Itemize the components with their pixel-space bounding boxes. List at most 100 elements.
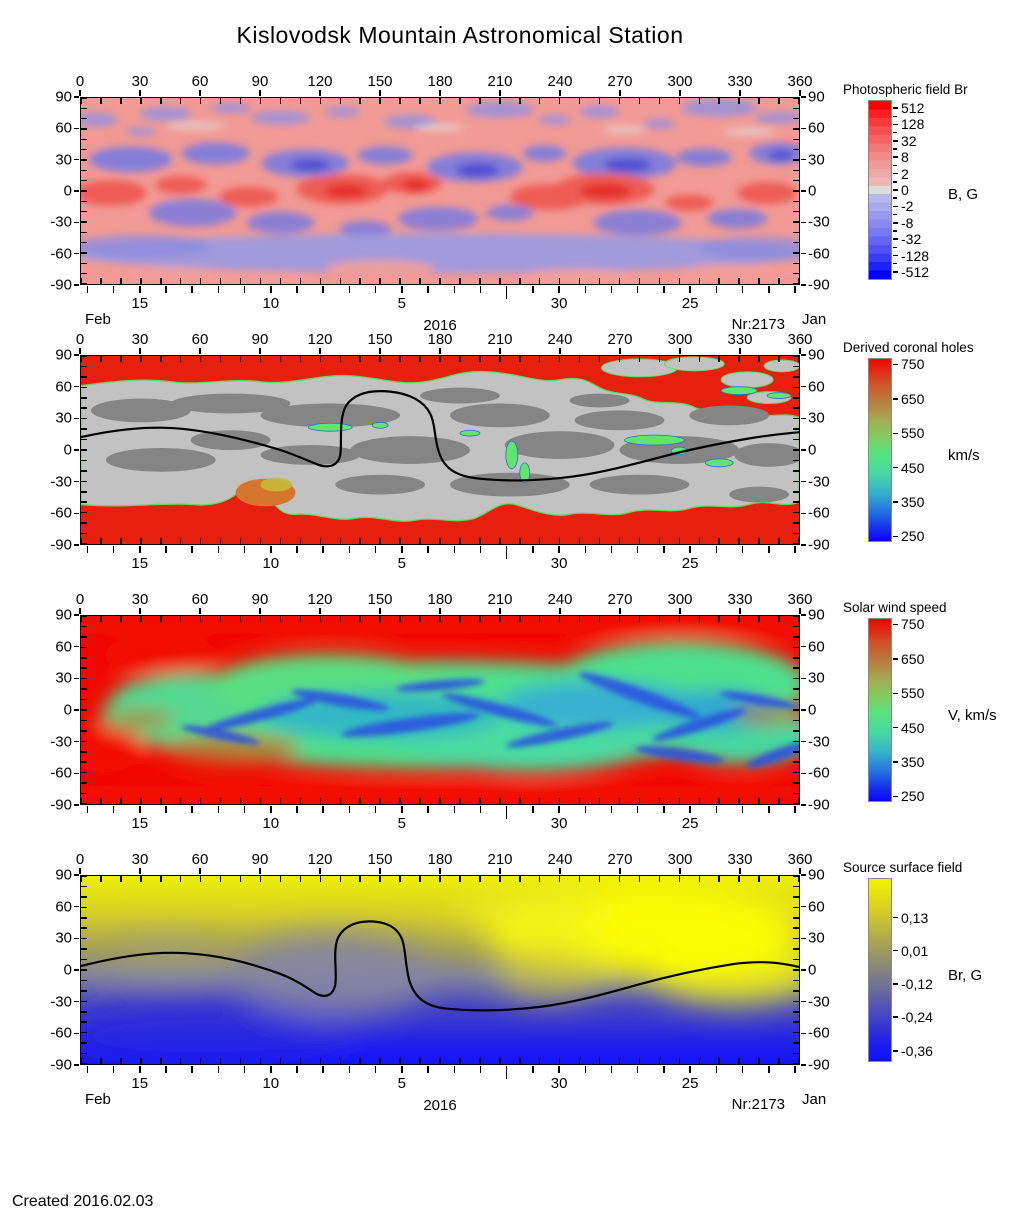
longitude-tick-label: 0 bbox=[75, 591, 85, 608]
longitude-major-tick bbox=[679, 348, 681, 354]
colorbar-tick-label: 128 bbox=[901, 116, 925, 133]
latitude-major-tick bbox=[74, 96, 79, 98]
longitude-inner-tick bbox=[399, 278, 401, 284]
latitude-inner-tick bbox=[793, 386, 799, 389]
latitude-inner-tick bbox=[81, 646, 87, 649]
longitude-tick-label: 0 bbox=[75, 73, 85, 90]
day-tick bbox=[741, 286, 744, 293]
longitude-major-tick bbox=[619, 90, 621, 96]
latitude-tick-label: 90 bbox=[808, 606, 825, 624]
longitude-tick-label: 30 bbox=[131, 331, 149, 348]
latitude-major-tick bbox=[801, 385, 806, 388]
longitude-inner-tick bbox=[80, 616, 82, 622]
longitude-inner-tick bbox=[419, 1058, 421, 1064]
latitude-major-tick bbox=[74, 158, 79, 161]
colorbar-tick-label: -32 bbox=[901, 231, 922, 248]
colorbar-tick-label: 750 bbox=[901, 616, 925, 633]
latitude-inner-tick bbox=[793, 407, 799, 409]
latitude-major-tick bbox=[801, 1064, 806, 1066]
latitude-major-tick bbox=[74, 937, 79, 940]
day-tick bbox=[217, 286, 220, 293]
latitude-inner-tick bbox=[793, 771, 799, 774]
longitude-inner-tick bbox=[100, 876, 102, 882]
latitude-inner-tick bbox=[793, 428, 799, 430]
colorbar-unit-label: km/s bbox=[948, 446, 980, 464]
day-tick bbox=[584, 1066, 587, 1073]
latitude-inner-tick bbox=[81, 283, 87, 285]
longitude-inner-tick bbox=[638, 278, 641, 284]
latitude-inner-tick bbox=[81, 969, 87, 971]
latitude-inner-tick bbox=[793, 906, 799, 909]
photospheric-field-heatmap-image bbox=[81, 98, 799, 284]
longitude-inner-tick bbox=[239, 98, 242, 104]
day-tick bbox=[532, 806, 534, 813]
longitude-inner-tick bbox=[499, 278, 501, 284]
longitude-inner-tick bbox=[618, 616, 621, 622]
day-tick bbox=[112, 546, 115, 553]
longitude-tick-label: 300 bbox=[667, 851, 693, 868]
longitude-inner-tick bbox=[319, 278, 322, 284]
longitude-tick-label: 0 bbox=[75, 851, 85, 868]
longitude-inner-tick bbox=[758, 538, 760, 544]
colorbar-tick-label: 32 bbox=[901, 132, 917, 149]
date-tick-label: 5 bbox=[397, 815, 406, 832]
day-tick bbox=[112, 286, 115, 293]
latitude-tick-label: -30 bbox=[50, 733, 72, 751]
longitude-inner-tick bbox=[778, 538, 780, 544]
longitude-major-tick bbox=[199, 348, 201, 354]
day-tick bbox=[243, 546, 246, 553]
longitude-inner-tick bbox=[678, 278, 681, 284]
latitude-tick-label: -90 bbox=[808, 536, 830, 554]
day-tick bbox=[322, 806, 324, 813]
longitude-inner-tick bbox=[339, 798, 342, 804]
latitude-inner-tick bbox=[81, 917, 87, 919]
longitude-inner-tick bbox=[100, 616, 102, 622]
longitude-inner-tick bbox=[179, 278, 182, 284]
longitude-inner-tick bbox=[379, 798, 381, 804]
latitude-major-tick bbox=[74, 284, 79, 286]
latitude-tick-label: 0 bbox=[63, 961, 72, 979]
longitude-major-tick bbox=[79, 348, 81, 354]
longitude-major-tick bbox=[139, 868, 141, 874]
longitude-tick-label: 210 bbox=[487, 591, 513, 608]
longitude-inner-tick bbox=[678, 616, 681, 622]
longitude-inner-tick bbox=[80, 538, 82, 544]
colorbar-tick bbox=[893, 1050, 898, 1052]
day-tick bbox=[636, 546, 639, 553]
latitude-inner-tick bbox=[793, 782, 799, 784]
day-tick bbox=[191, 546, 193, 553]
longitude-inner-tick bbox=[519, 356, 521, 362]
longitude-inner-tick bbox=[419, 278, 421, 284]
longitude-inner-tick bbox=[538, 798, 541, 804]
longitude-inner-tick bbox=[299, 1058, 302, 1064]
date-tick-label: 5 bbox=[397, 555, 406, 572]
latitude-major-tick bbox=[801, 284, 806, 286]
longitude-inner-tick bbox=[738, 98, 740, 104]
longitude-inner-tick bbox=[80, 876, 82, 882]
longitude-major-tick bbox=[799, 348, 801, 354]
longitude-inner-tick bbox=[778, 356, 780, 362]
colorbar-tick bbox=[893, 398, 898, 400]
day-tick bbox=[663, 546, 665, 553]
colorbar-tick-label: 0,13 bbox=[901, 909, 929, 926]
longitude-inner-tick bbox=[658, 876, 661, 882]
longitude-inner-tick bbox=[179, 356, 182, 362]
longitude-inner-tick bbox=[578, 278, 581, 284]
colorbar-title: Solar wind speed bbox=[843, 600, 947, 615]
longitude-inner-tick bbox=[279, 798, 282, 804]
latitude-inner-tick bbox=[81, 948, 87, 950]
longitude-inner-tick bbox=[199, 538, 202, 544]
longitude-inner-tick bbox=[778, 278, 780, 284]
longitude-tick-label: 240 bbox=[547, 73, 573, 90]
latitude-major-tick bbox=[74, 221, 79, 224]
longitude-inner-tick bbox=[658, 98, 661, 104]
latitude-major-tick bbox=[801, 480, 806, 483]
longitude-inner-tick bbox=[658, 538, 661, 544]
longitude-inner-tick bbox=[439, 876, 441, 882]
latitude-inner-tick bbox=[793, 990, 799, 992]
longitude-major-tick bbox=[259, 608, 261, 614]
longitude-inner-tick bbox=[120, 356, 122, 362]
longitude-inner-tick bbox=[698, 278, 701, 284]
day-tick bbox=[584, 806, 587, 813]
latitude-inner-tick bbox=[81, 117, 87, 120]
